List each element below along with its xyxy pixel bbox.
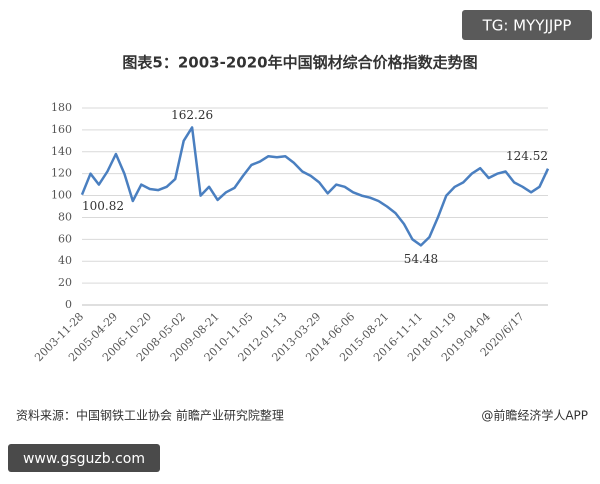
y-tick-label: 0 [65,298,72,311]
y-tick-label: 100 [51,189,72,202]
watermark: TG: MYYJJPP [482,17,572,35]
y-tick-label: 160 [51,123,72,136]
line [80,126,550,247]
chart-title: 图表5：2003-2020年中国钢材综合价格指数走势图 [122,54,477,72]
plot: 0204060801001201401601802003-11-282005-0… [32,101,550,364]
watermark-box [462,10,592,40]
data-label: 124.52 [506,149,548,163]
data-label: 54.48 [404,252,438,266]
y-tick-label: 140 [51,145,72,158]
data-label: 162.26 [171,108,213,122]
y-tick-label: 120 [51,167,72,180]
source: 资料来源：中国钢铁工业协会 前瞻产业研究院整理 [16,408,284,423]
y-tick-label: 180 [51,101,72,114]
site: www.gsguzb.com [23,451,145,467]
credit: @前瞻经济学人APP [481,408,588,423]
data-label: 100.82 [82,199,124,213]
y-tick-label: 40 [58,254,72,267]
site-box [8,444,160,472]
y-tick-label: 20 [58,276,72,289]
y-tick-label: 60 [58,232,72,245]
y-tick-label: 80 [58,210,72,223]
